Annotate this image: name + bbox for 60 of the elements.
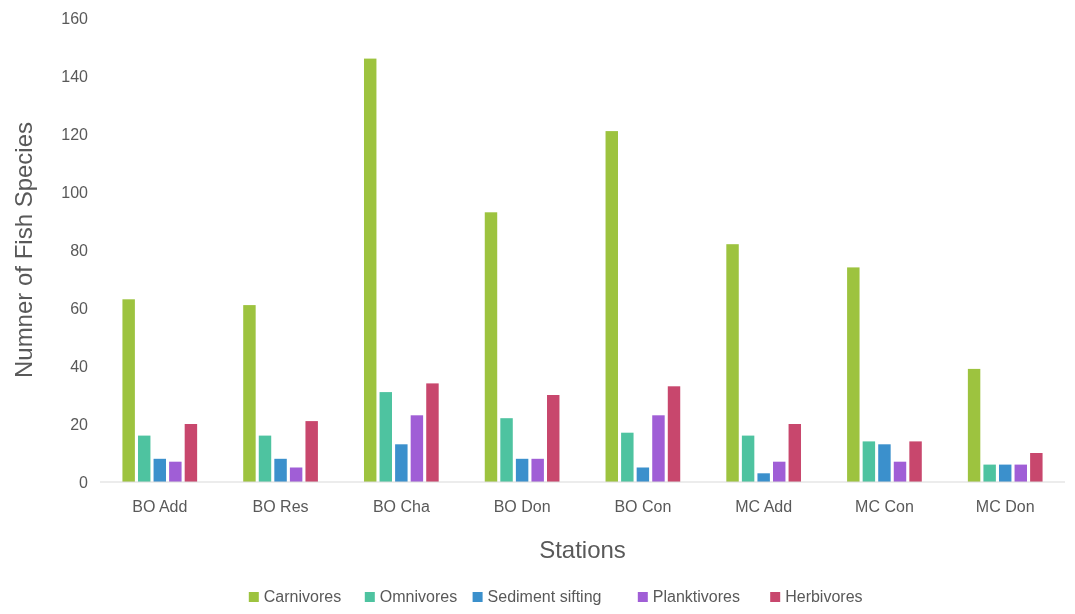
y-tick-label: 40 bbox=[70, 357, 89, 375]
bar bbox=[138, 435, 151, 482]
legend-label: Carnivores bbox=[263, 588, 342, 605]
bar bbox=[862, 441, 876, 482]
bar bbox=[909, 441, 922, 482]
bar bbox=[426, 383, 439, 482]
y-tick-label: 20 bbox=[70, 415, 89, 433]
x-tick-label: BO Res bbox=[252, 498, 309, 515]
bar bbox=[484, 212, 498, 482]
bar bbox=[395, 444, 408, 482]
y-tick-label: 60 bbox=[70, 299, 89, 317]
bar bbox=[122, 299, 135, 482]
x-tick-label: MC Add bbox=[735, 498, 793, 515]
y-tick-label: 140 bbox=[61, 67, 89, 85]
bar bbox=[847, 267, 860, 482]
bar bbox=[410, 415, 424, 482]
bar bbox=[258, 435, 272, 482]
bar bbox=[878, 444, 891, 482]
legend-label: Planktivores bbox=[652, 588, 740, 605]
bar bbox=[153, 458, 167, 482]
bar bbox=[1030, 453, 1043, 482]
bar bbox=[757, 473, 770, 482]
x-axis-title: Stations bbox=[539, 536, 626, 563]
x-tick-label: BO Cha bbox=[372, 498, 430, 515]
y-tick-label: 160 bbox=[61, 9, 89, 27]
bar bbox=[652, 415, 665, 482]
bar bbox=[547, 395, 560, 482]
y-axis-title: Numner of Fish Species bbox=[10, 121, 37, 379]
bar bbox=[531, 458, 544, 482]
bar bbox=[726, 244, 739, 482]
bar bbox=[363, 58, 377, 482]
bar bbox=[788, 424, 802, 482]
bar bbox=[515, 458, 529, 482]
bar bbox=[893, 461, 907, 482]
bar bbox=[741, 435, 755, 482]
bar bbox=[243, 305, 256, 482]
bar bbox=[983, 464, 996, 482]
x-tick-label: BO Don bbox=[493, 498, 551, 515]
x-tick-label: MC Con bbox=[855, 498, 914, 515]
bar bbox=[169, 461, 182, 482]
bar bbox=[605, 131, 618, 482]
bar bbox=[773, 461, 786, 482]
y-tick-label: 100 bbox=[61, 183, 89, 201]
bar bbox=[379, 392, 392, 482]
bar bbox=[305, 421, 318, 482]
legend-label: Sediment sifting bbox=[487, 588, 602, 605]
y-tick-label: 80 bbox=[70, 241, 89, 259]
legend-label: Omnivores bbox=[379, 588, 458, 605]
bar bbox=[621, 432, 634, 482]
bar bbox=[667, 386, 681, 482]
bar bbox=[967, 368, 981, 482]
x-tick-label: BO Add bbox=[132, 498, 188, 515]
bar bbox=[184, 424, 198, 482]
bar bbox=[500, 418, 513, 482]
x-tick-label: BO Con bbox=[614, 498, 672, 515]
y-tick-label: 0 bbox=[79, 473, 89, 491]
y-tick-label: 120 bbox=[61, 125, 89, 143]
legend-label: Herbivores bbox=[785, 588, 863, 605]
bar bbox=[274, 458, 287, 482]
x-tick-label: MC Don bbox=[975, 498, 1035, 515]
